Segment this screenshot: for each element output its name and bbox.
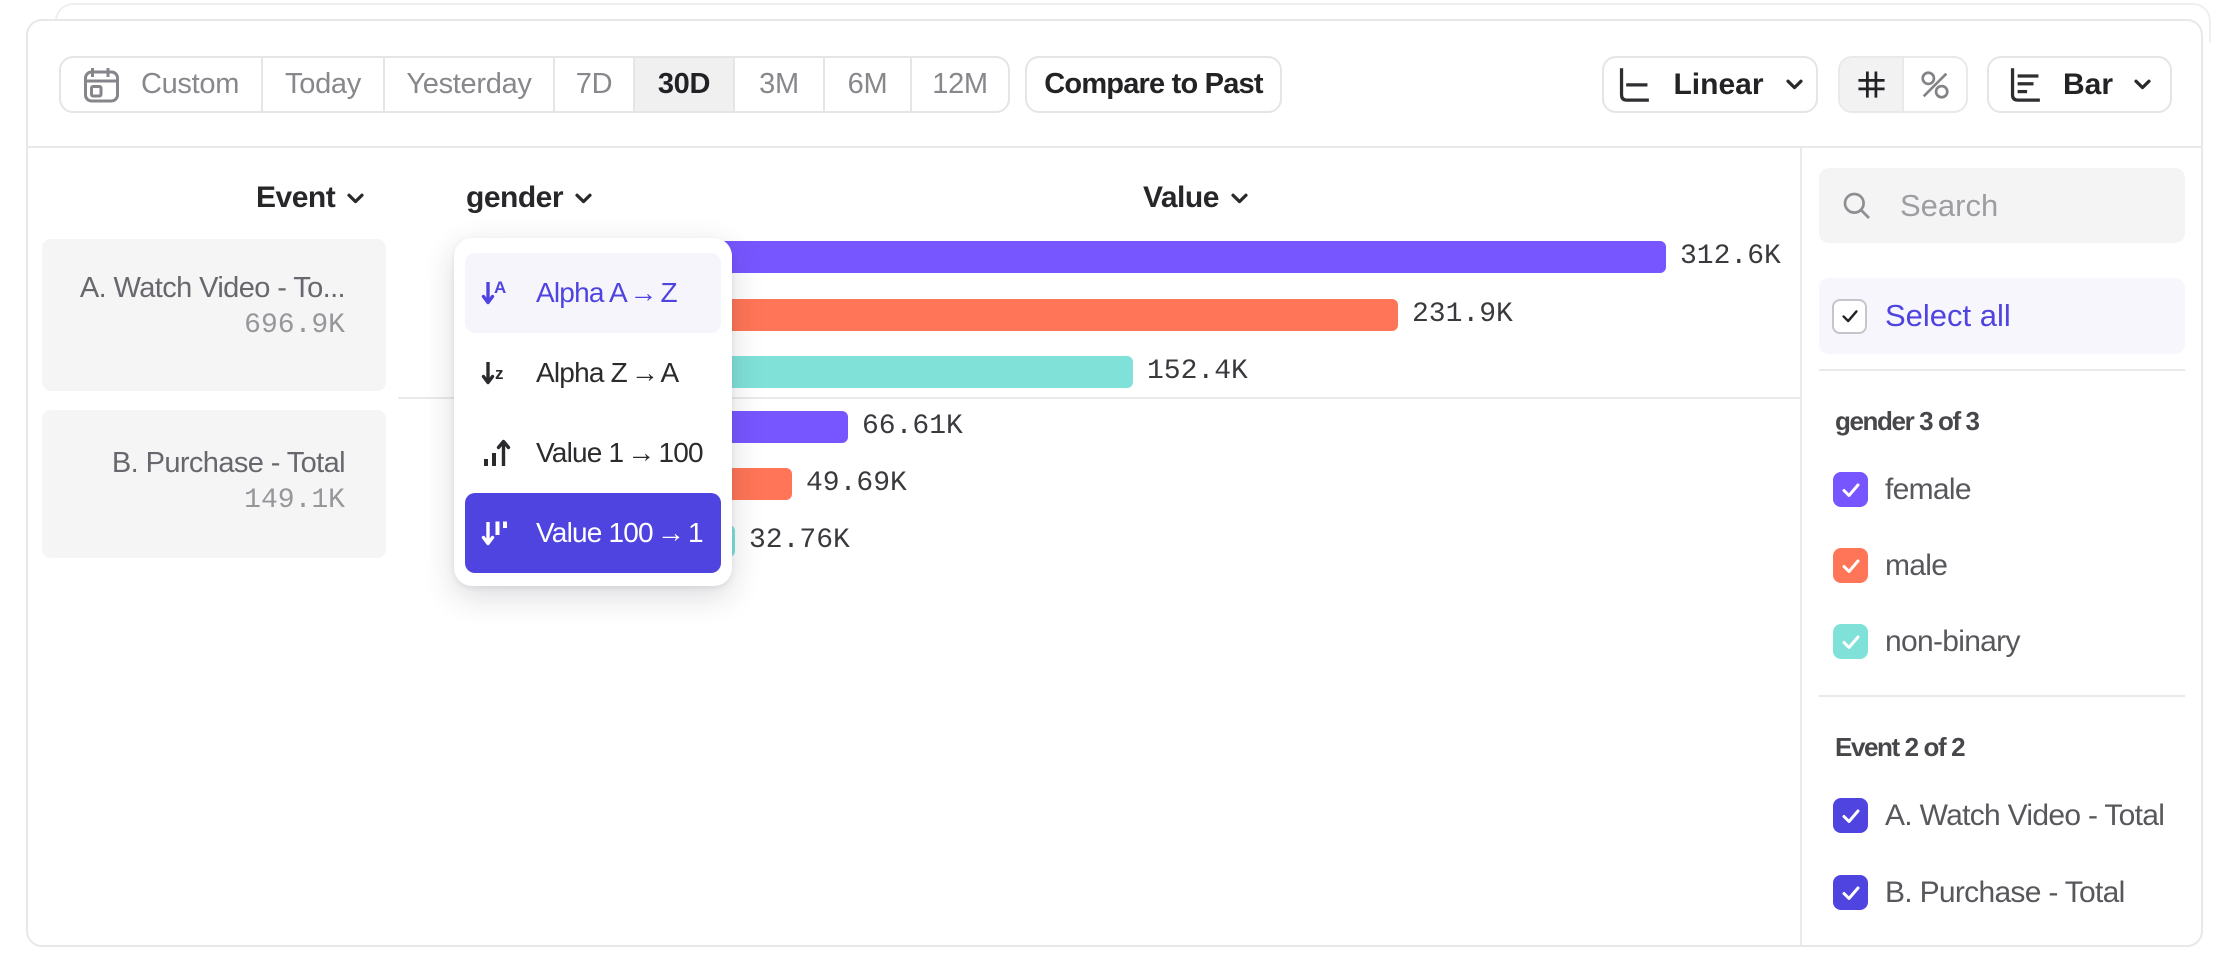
- svg-text:A: A: [494, 278, 506, 297]
- svg-text:z: z: [495, 364, 504, 383]
